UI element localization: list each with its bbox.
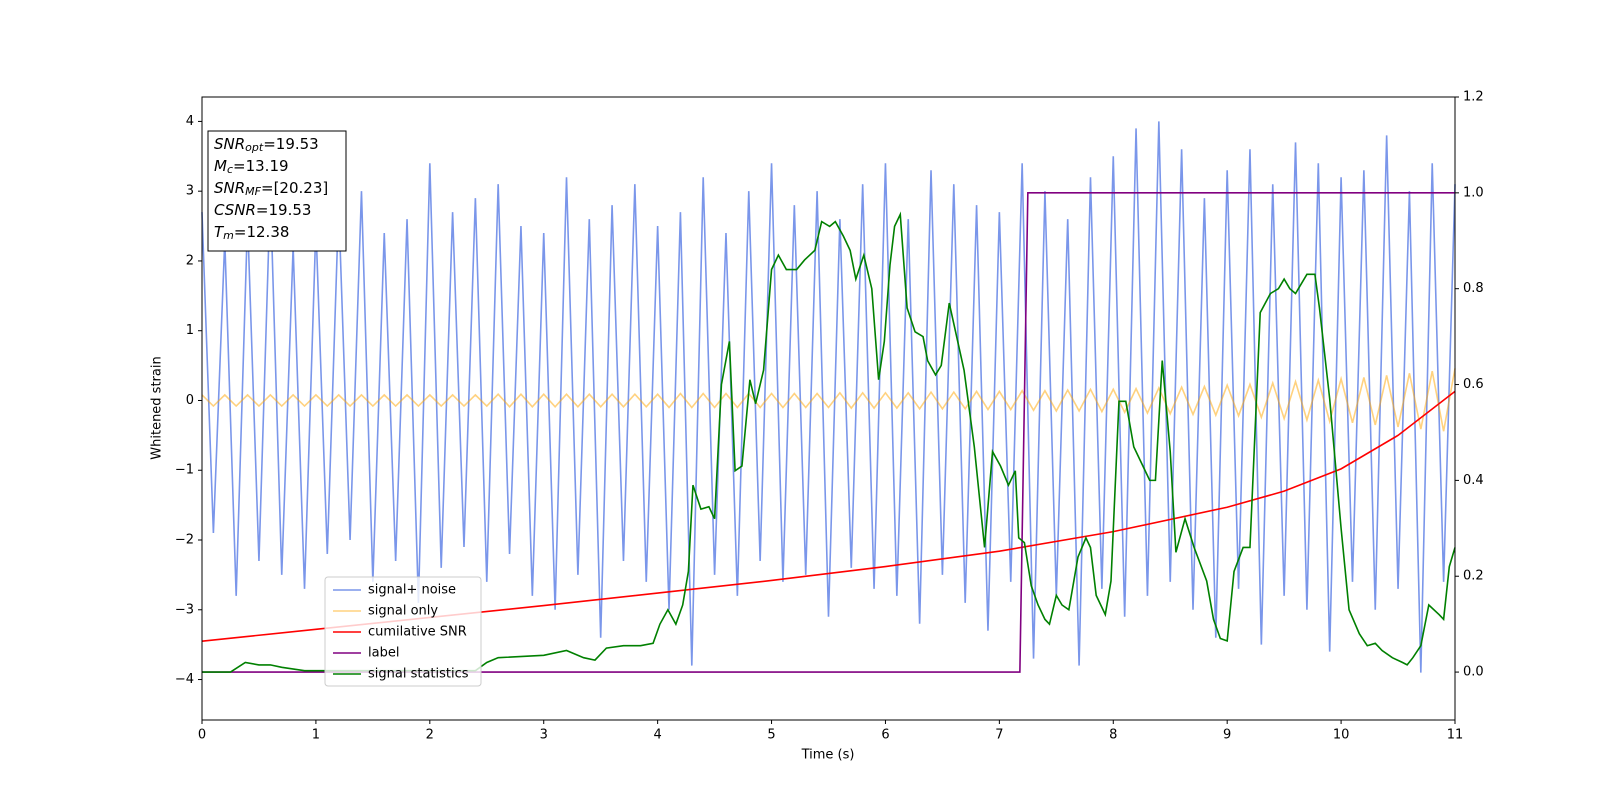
annotation-value: =12.38	[234, 223, 290, 241]
x-tick-label: 7	[995, 728, 1003, 743]
x-tick-label: 3	[540, 728, 548, 743]
legend-label: signal+ noise	[368, 583, 456, 598]
x-tick-label: 4	[653, 728, 661, 743]
annotation-symbol: SNR	[214, 179, 245, 197]
annotation-value: =19.53	[256, 201, 312, 219]
y-tick-label: −2	[175, 533, 194, 548]
x-tick-label: 9	[1223, 728, 1231, 743]
annotation-line: CSNR=19.53	[214, 201, 311, 219]
x-tick-label: 11	[1447, 728, 1464, 743]
series-line	[201, 368, 1456, 432]
y-tick-label: 2	[186, 253, 194, 268]
y-axis-label: Whitened strain	[150, 356, 165, 459]
annotation-line: SNRopt=19.53	[214, 135, 319, 155]
legend-label: label	[368, 646, 399, 661]
annotation-value: =[20.23]	[261, 179, 328, 197]
y2-tick-label: 1.0	[1463, 185, 1484, 200]
x-tick-label: 2	[426, 728, 434, 743]
y2-tick-label: 0.0	[1463, 665, 1484, 680]
series-line	[202, 211, 1456, 673]
annotation-symbol: CSNR	[214, 201, 256, 219]
legend: signal+ noise signal only cumilative SNR la…	[324, 576, 482, 687]
x-tick-label: 0	[198, 728, 206, 743]
y2-tick-label: 0.2	[1463, 569, 1484, 584]
series-line	[202, 192, 1455, 673]
y2-tick-label: 0.4	[1463, 473, 1484, 488]
y-tick-label: 0	[186, 393, 194, 408]
x-axis-label: Time (s)	[801, 748, 855, 763]
annotation-subscript: opt	[245, 141, 264, 154]
x-tick-label: 5	[767, 728, 775, 743]
annotation-subscript: c	[227, 163, 233, 176]
x-tick-label: 6	[881, 728, 889, 743]
axes-frame	[201, 96, 1456, 721]
legend-label: cumilative SNR	[368, 625, 467, 640]
y2-tick-label: 0.8	[1463, 281, 1484, 296]
y-tick-label: −1	[175, 463, 194, 478]
x-tick-label: 10	[1333, 728, 1350, 743]
y-tick-label: 3	[186, 184, 194, 199]
legend-label: signal only	[368, 604, 438, 619]
annotation-box: SNRopt=19.53Mc=13.19SNRMF=[20.23]CSNR=19…	[207, 130, 347, 252]
annotation-subscript: MF	[245, 185, 261, 198]
annotation-symbol: SNR	[214, 135, 245, 153]
annotation-line: SNRMF=[20.23]	[214, 179, 328, 199]
y-tick-label: −3	[175, 602, 194, 617]
annotation-value: =19.53	[263, 135, 319, 153]
annotation-line: Tm=12.38	[214, 223, 289, 243]
y2-tick-label: 0.6	[1463, 377, 1484, 392]
annotation-line: Mc=13.19	[214, 157, 289, 177]
annotation-frame	[207, 130, 347, 252]
y-tick-label: −4	[175, 672, 194, 687]
legend-label: signal statistics	[368, 667, 469, 682]
annotation-symbol: T	[214, 223, 225, 241]
legend-frame	[324, 576, 482, 687]
x-tick-label: 1	[312, 728, 320, 743]
y-tick-label: 4	[186, 114, 194, 129]
annotation-subscript: m	[223, 229, 234, 242]
series-line	[201, 121, 1456, 673]
y-tick-label: 1	[186, 323, 194, 338]
annotation-value: =13.19	[233, 157, 289, 175]
x-tick-label: 8	[1109, 728, 1117, 743]
y2-tick-label: 1.2	[1463, 90, 1484, 105]
annotation-symbol: M	[214, 157, 227, 175]
